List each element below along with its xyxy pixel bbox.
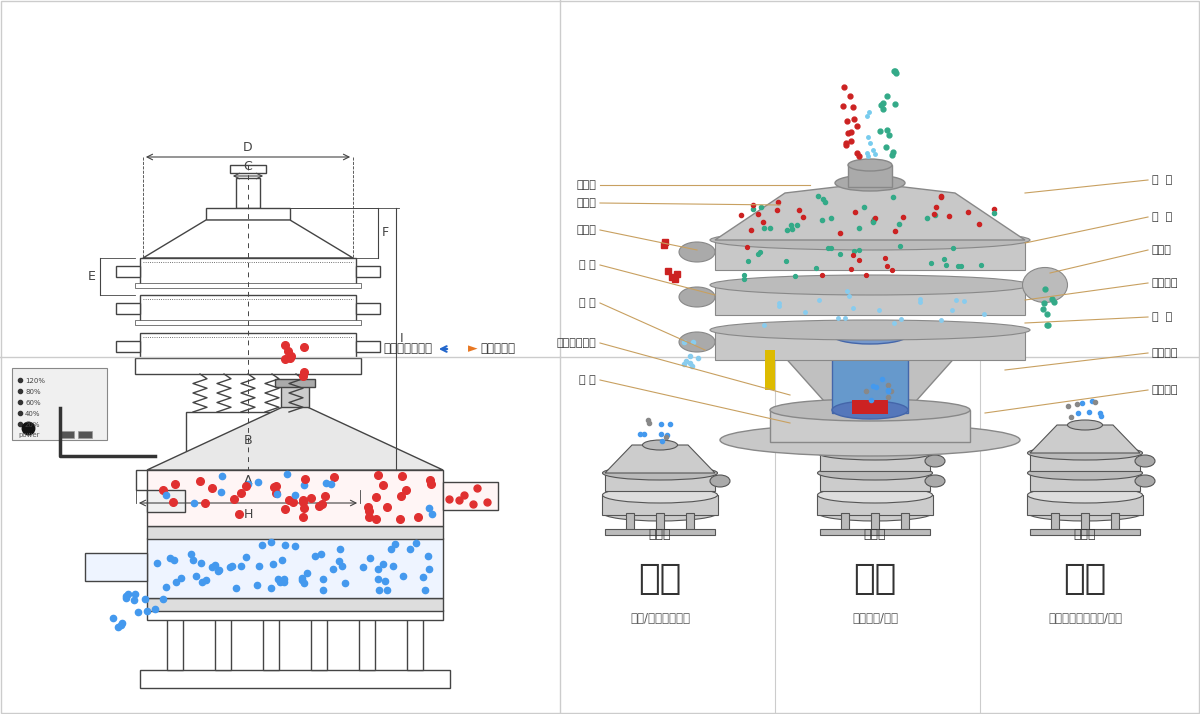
Ellipse shape xyxy=(832,401,908,419)
FancyBboxPatch shape xyxy=(116,303,140,314)
FancyBboxPatch shape xyxy=(871,513,878,531)
Ellipse shape xyxy=(679,332,715,352)
Text: 弹 簧: 弹 簧 xyxy=(580,298,596,308)
FancyBboxPatch shape xyxy=(116,266,140,277)
Text: 颗粒/粉末准确分级: 颗粒/粉末准确分级 xyxy=(630,612,690,625)
FancyBboxPatch shape xyxy=(275,379,314,387)
Ellipse shape xyxy=(1135,455,1154,467)
FancyBboxPatch shape xyxy=(832,335,908,413)
Text: 下部重锤: 下部重锤 xyxy=(1152,385,1178,395)
FancyBboxPatch shape xyxy=(1030,529,1140,535)
Text: 分级: 分级 xyxy=(638,562,682,596)
Ellipse shape xyxy=(858,400,893,410)
FancyBboxPatch shape xyxy=(715,285,1025,315)
Polygon shape xyxy=(820,405,930,433)
Ellipse shape xyxy=(602,487,718,503)
Text: 进料口: 进料口 xyxy=(576,180,596,190)
Text: 20%: 20% xyxy=(25,422,41,428)
Ellipse shape xyxy=(835,175,905,191)
FancyBboxPatch shape xyxy=(1111,513,1120,531)
FancyBboxPatch shape xyxy=(140,670,450,688)
Text: 加重块: 加重块 xyxy=(1152,245,1172,255)
Ellipse shape xyxy=(1068,420,1103,430)
Text: I: I xyxy=(400,333,403,346)
FancyBboxPatch shape xyxy=(60,431,74,438)
Text: 结构示意图: 结构示意图 xyxy=(480,343,515,356)
Ellipse shape xyxy=(679,287,715,307)
Text: 机 座: 机 座 xyxy=(580,375,596,385)
Text: C: C xyxy=(244,160,252,173)
Ellipse shape xyxy=(710,320,1030,340)
FancyBboxPatch shape xyxy=(1030,453,1140,471)
Text: 束 环: 束 环 xyxy=(580,260,596,270)
FancyBboxPatch shape xyxy=(134,358,361,374)
Ellipse shape xyxy=(817,505,932,521)
FancyBboxPatch shape xyxy=(140,295,356,323)
Ellipse shape xyxy=(1022,268,1068,303)
Ellipse shape xyxy=(720,424,1020,456)
Text: power: power xyxy=(18,432,40,438)
Text: 振动电机: 振动电机 xyxy=(1152,348,1178,358)
Text: 双层式: 双层式 xyxy=(1074,528,1097,541)
FancyBboxPatch shape xyxy=(230,165,266,173)
Ellipse shape xyxy=(832,326,908,344)
Text: 防尘盖: 防尘盖 xyxy=(576,198,596,208)
Text: 筛  盘: 筛 盘 xyxy=(1152,312,1172,322)
Text: 40%: 40% xyxy=(25,411,41,417)
FancyBboxPatch shape xyxy=(443,482,498,510)
FancyBboxPatch shape xyxy=(148,526,443,539)
FancyBboxPatch shape xyxy=(1081,513,1090,531)
Text: 过滤: 过滤 xyxy=(853,562,896,596)
Ellipse shape xyxy=(817,446,932,460)
Ellipse shape xyxy=(770,399,970,421)
FancyBboxPatch shape xyxy=(605,529,715,535)
FancyBboxPatch shape xyxy=(85,553,148,581)
Ellipse shape xyxy=(848,159,892,171)
FancyBboxPatch shape xyxy=(263,618,278,670)
Ellipse shape xyxy=(817,426,932,440)
FancyBboxPatch shape xyxy=(359,618,374,670)
Ellipse shape xyxy=(1027,505,1142,521)
FancyBboxPatch shape xyxy=(356,303,380,314)
FancyBboxPatch shape xyxy=(148,598,443,611)
FancyBboxPatch shape xyxy=(186,412,310,470)
Text: E: E xyxy=(88,269,96,283)
Text: 网  架: 网 架 xyxy=(1152,212,1172,222)
FancyBboxPatch shape xyxy=(715,240,1025,270)
Polygon shape xyxy=(715,183,1025,240)
FancyBboxPatch shape xyxy=(140,258,356,286)
FancyBboxPatch shape xyxy=(770,410,970,442)
FancyBboxPatch shape xyxy=(407,618,424,670)
FancyBboxPatch shape xyxy=(605,473,715,491)
FancyBboxPatch shape xyxy=(686,513,694,531)
Ellipse shape xyxy=(642,440,678,450)
FancyBboxPatch shape xyxy=(1027,495,1142,515)
FancyBboxPatch shape xyxy=(236,178,260,208)
Ellipse shape xyxy=(602,466,718,480)
FancyBboxPatch shape xyxy=(817,495,934,515)
FancyBboxPatch shape xyxy=(140,333,356,361)
FancyBboxPatch shape xyxy=(206,208,290,220)
Ellipse shape xyxy=(925,475,946,487)
FancyBboxPatch shape xyxy=(852,400,888,414)
Text: 120%: 120% xyxy=(25,378,46,384)
FancyBboxPatch shape xyxy=(820,529,930,535)
Text: B: B xyxy=(244,435,252,448)
Text: 去除液体中的颗粒/异物: 去除液体中的颗粒/异物 xyxy=(1048,612,1122,625)
FancyBboxPatch shape xyxy=(841,513,850,531)
Text: H: H xyxy=(244,508,253,521)
FancyBboxPatch shape xyxy=(148,610,443,620)
FancyBboxPatch shape xyxy=(116,341,140,352)
Text: F: F xyxy=(382,226,389,239)
Text: 筛  网: 筛 网 xyxy=(1152,175,1172,185)
Ellipse shape xyxy=(1135,475,1154,487)
Text: A: A xyxy=(244,473,252,486)
Text: 三层式: 三层式 xyxy=(864,528,887,541)
Ellipse shape xyxy=(817,466,932,480)
FancyBboxPatch shape xyxy=(78,431,92,438)
FancyBboxPatch shape xyxy=(148,490,185,512)
FancyBboxPatch shape xyxy=(148,538,443,598)
Polygon shape xyxy=(766,335,974,410)
FancyBboxPatch shape xyxy=(134,320,361,325)
